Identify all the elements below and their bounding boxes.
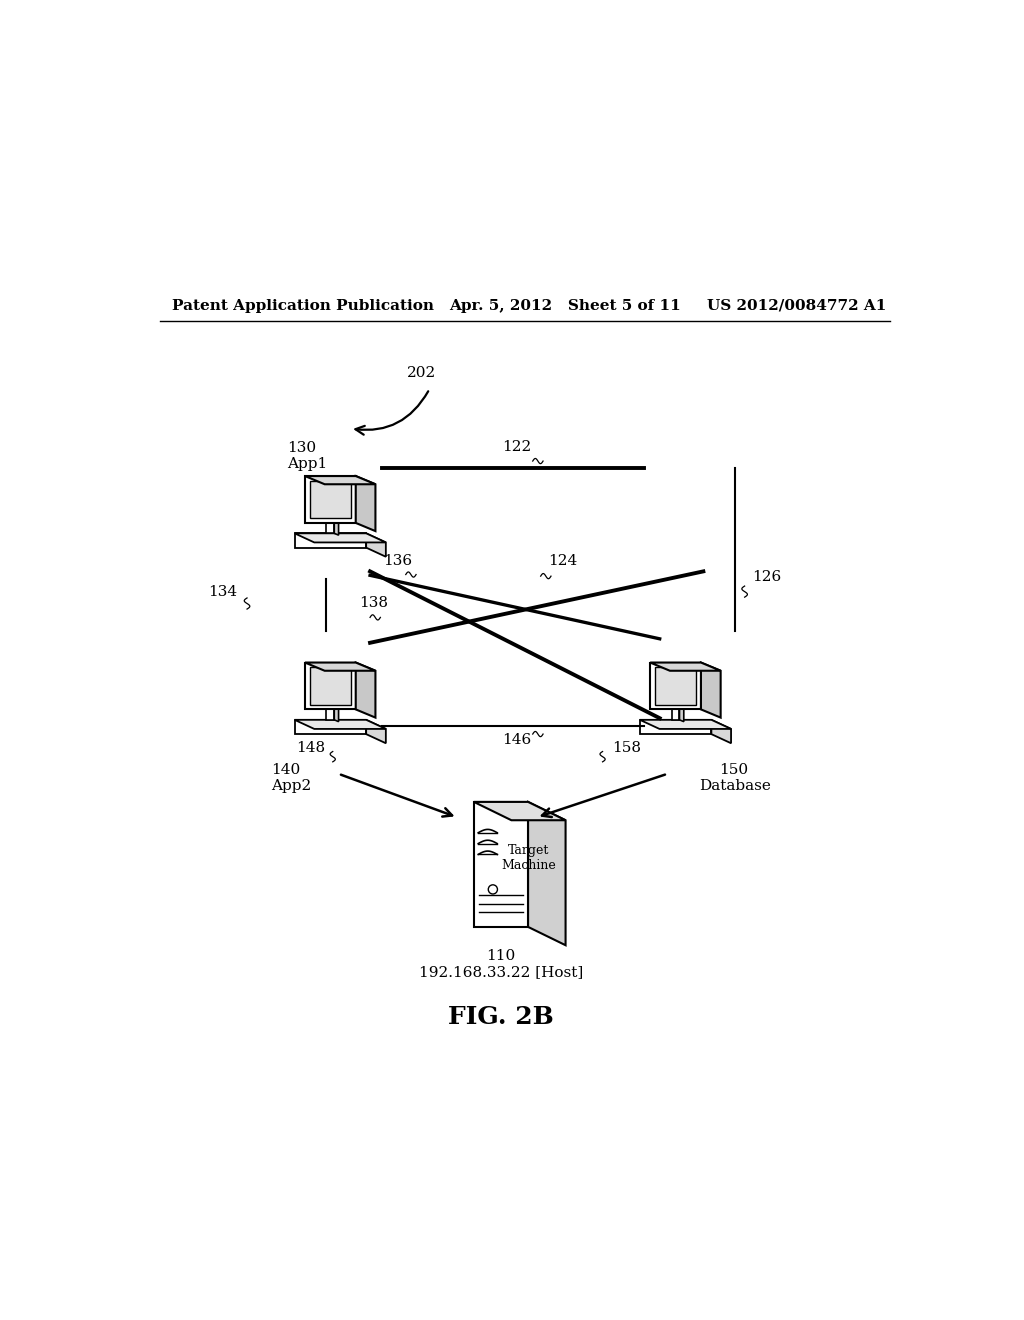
Polygon shape <box>701 663 721 718</box>
Text: 134: 134 <box>209 585 238 598</box>
Polygon shape <box>355 663 376 718</box>
Text: App2: App2 <box>270 779 311 792</box>
Text: 146: 146 <box>502 733 531 747</box>
Text: 158: 158 <box>612 741 641 755</box>
Polygon shape <box>334 706 339 722</box>
Polygon shape <box>680 706 684 722</box>
Text: 126: 126 <box>753 570 781 585</box>
Text: 138: 138 <box>359 597 388 610</box>
Text: Target
Machine: Target Machine <box>501 845 556 873</box>
Polygon shape <box>355 477 376 531</box>
Polygon shape <box>640 719 731 729</box>
Text: US 2012/0084772 A1: US 2012/0084772 A1 <box>708 298 887 313</box>
Text: Database: Database <box>699 779 771 792</box>
Polygon shape <box>650 663 701 709</box>
Text: 192.168.33.22 [Host]: 192.168.33.22 [Host] <box>419 965 583 979</box>
Text: 140: 140 <box>270 763 300 776</box>
Polygon shape <box>528 803 565 945</box>
Text: 136: 136 <box>383 554 413 568</box>
Polygon shape <box>474 803 528 927</box>
Text: 122: 122 <box>502 440 531 454</box>
Text: 130: 130 <box>287 441 315 455</box>
Circle shape <box>488 884 498 894</box>
Polygon shape <box>640 719 712 734</box>
Polygon shape <box>650 663 721 671</box>
Text: FIG. 2B: FIG. 2B <box>449 1005 554 1028</box>
Polygon shape <box>295 533 367 548</box>
Polygon shape <box>672 706 680 719</box>
Polygon shape <box>367 719 386 743</box>
Polygon shape <box>309 480 351 519</box>
Polygon shape <box>309 667 351 705</box>
Polygon shape <box>305 477 355 523</box>
Text: 148: 148 <box>296 741 325 755</box>
Text: 202: 202 <box>407 366 436 380</box>
Text: App1: App1 <box>287 457 327 471</box>
Text: 150: 150 <box>719 763 749 776</box>
Polygon shape <box>367 533 386 557</box>
Polygon shape <box>712 719 731 743</box>
Polygon shape <box>327 706 334 719</box>
Text: 110: 110 <box>486 949 516 964</box>
Polygon shape <box>474 803 565 820</box>
Polygon shape <box>327 520 334 533</box>
Polygon shape <box>654 667 696 705</box>
Polygon shape <box>334 520 339 535</box>
Polygon shape <box>305 663 355 709</box>
Polygon shape <box>305 663 376 671</box>
Polygon shape <box>295 533 386 543</box>
Text: 124: 124 <box>549 554 578 568</box>
Polygon shape <box>295 719 367 734</box>
Text: Apr. 5, 2012   Sheet 5 of 11: Apr. 5, 2012 Sheet 5 of 11 <box>450 298 681 313</box>
Polygon shape <box>305 477 376 484</box>
Polygon shape <box>295 719 386 729</box>
Text: Patent Application Publication: Patent Application Publication <box>172 298 433 313</box>
